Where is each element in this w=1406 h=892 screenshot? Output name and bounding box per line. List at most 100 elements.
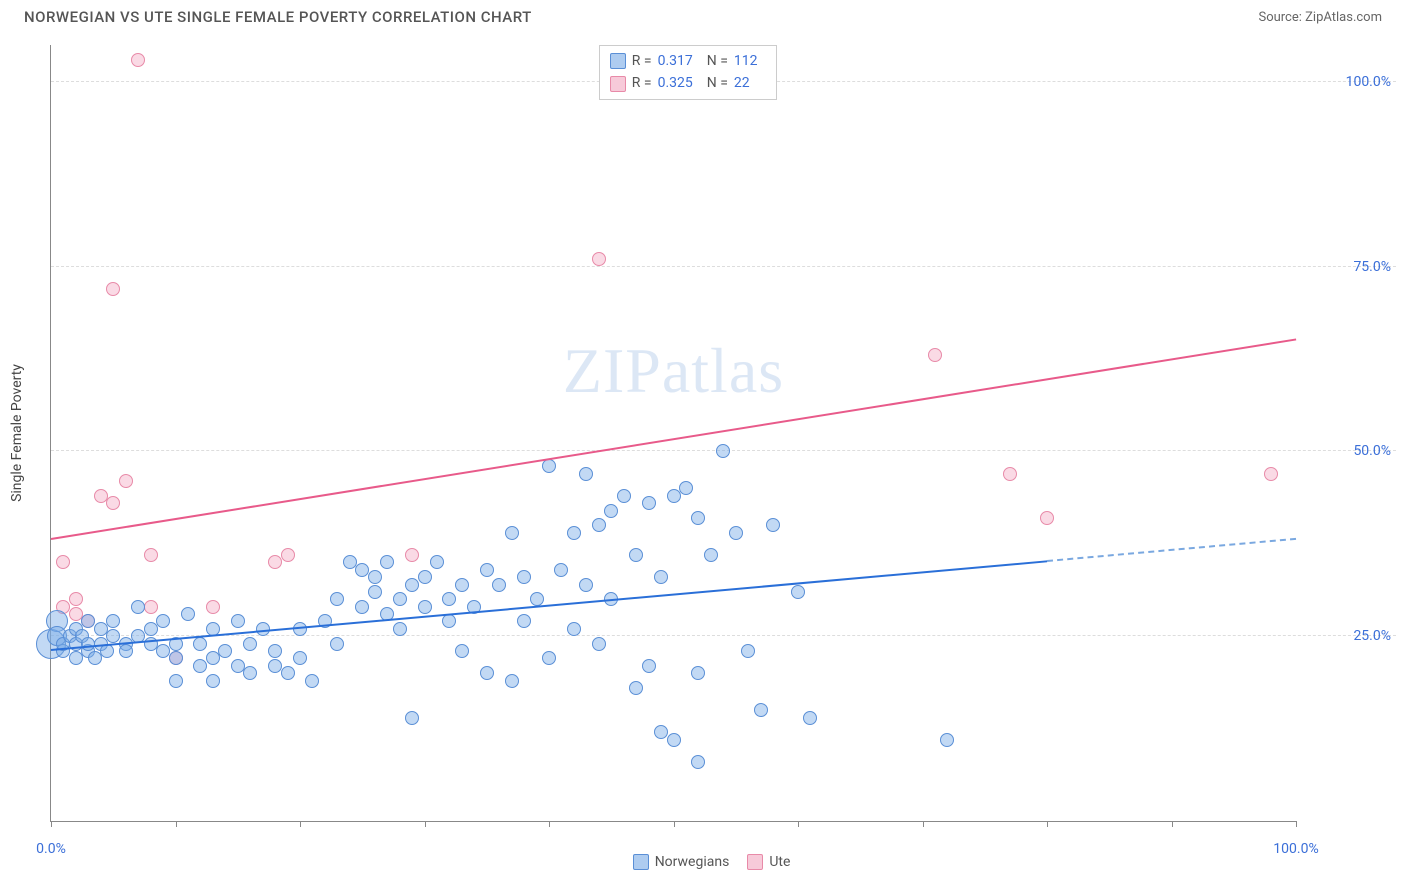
x-tick [425,821,426,827]
legend-item-ute: Ute [747,854,790,870]
source-attribution: Source: ZipAtlas.com [1258,10,1382,25]
data-point-blue [505,674,519,688]
x-tick [300,821,301,827]
y-tick-label: 25.0% [1311,628,1391,644]
data-point-pink [281,548,295,562]
chart-title: NORWEGIAN VS UTE SINGLE FEMALE POVERTY C… [24,8,532,26]
data-point-blue [119,644,133,658]
swatch-blue-icon [610,53,626,69]
data-point-blue [69,651,83,665]
y-tick-label: 50.0% [1311,443,1391,459]
data-point-blue [617,489,631,503]
data-point-blue [368,585,382,599]
data-point-pink [206,600,220,614]
correlation-legend: R = 0.317 N = 112 R = 0.325 N = 22 [599,45,777,100]
data-point-blue [517,570,531,584]
x-tick-label: 0.0% [36,841,66,857]
data-point-pink [592,252,606,266]
x-tick [1172,821,1173,827]
data-point-pink [56,555,70,569]
y-tick-label: 100.0% [1311,74,1391,90]
data-point-blue [567,622,581,636]
data-point-blue [268,644,282,658]
data-point-blue [355,600,369,614]
data-point-blue [716,444,730,458]
data-point-blue [330,592,344,606]
scatter-chart: Single Female Poverty R = 0.317 N = 112 … [50,45,1296,822]
data-point-blue [642,496,656,510]
data-point-blue [542,459,556,473]
data-point-blue [592,637,606,651]
data-point-blue [754,703,768,717]
data-point-blue [679,481,693,495]
data-point-pink [119,474,133,488]
x-tick-label: 100.0% [1273,841,1318,857]
data-point-blue [330,637,344,651]
data-point-blue [492,578,506,592]
data-point-blue [88,651,102,665]
data-point-blue [231,614,245,628]
data-point-blue [579,467,593,481]
watermark: ZIPatlas [563,334,784,408]
data-point-blue [181,607,195,621]
data-point-blue [579,578,593,592]
data-point-blue [368,570,382,584]
data-point-blue [193,637,207,651]
data-point-blue [480,563,494,577]
data-point-blue [505,526,519,540]
data-point-blue [193,659,207,673]
data-point-blue [592,518,606,532]
swatch-pink-icon [610,76,626,92]
data-point-blue [803,711,817,725]
x-tick [674,821,675,827]
data-point-blue [156,614,170,628]
data-point-blue [542,651,556,665]
data-point-blue [430,555,444,569]
data-point-blue [629,548,643,562]
data-point-blue [517,614,531,628]
data-point-blue [691,511,705,525]
trend-line-blue [51,560,1047,651]
data-point-pink [106,282,120,296]
x-tick [51,821,52,827]
data-point-blue [704,548,718,562]
data-point-blue [667,489,681,503]
data-point-blue [218,644,232,658]
data-point-blue [442,592,456,606]
data-point-blue [169,674,183,688]
data-point-blue [418,600,432,614]
data-point-pink [131,53,145,67]
data-point-pink [928,348,942,362]
data-point-blue [791,585,805,599]
x-tick [923,821,924,827]
x-tick [1296,821,1297,827]
data-point-blue [691,666,705,680]
data-point-blue [741,644,755,658]
data-point-pink [144,600,158,614]
swatch-blue-icon [633,854,649,870]
data-point-blue [393,622,407,636]
data-point-blue [380,555,394,569]
data-point-blue [729,526,743,540]
x-tick [549,821,550,827]
data-point-blue [940,733,954,747]
y-tick-label: 75.0% [1311,259,1391,275]
data-point-pink [405,548,419,562]
data-point-blue [455,578,469,592]
data-point-blue [169,651,183,665]
x-tick [1047,821,1048,827]
data-point-blue [418,570,432,584]
data-point-blue [281,666,295,680]
legend-row-pink: R = 0.325 N = 22 [610,72,766,94]
data-point-pink [144,548,158,562]
data-point-blue [131,600,145,614]
data-point-pink [268,555,282,569]
data-point-blue [642,659,656,673]
data-point-blue [455,644,469,658]
swatch-pink-icon [747,854,763,870]
trend-line-blue-dashed [1047,538,1296,562]
data-point-blue [691,755,705,769]
data-point-blue [554,563,568,577]
data-point-blue [654,570,668,584]
data-point-blue [206,674,220,688]
